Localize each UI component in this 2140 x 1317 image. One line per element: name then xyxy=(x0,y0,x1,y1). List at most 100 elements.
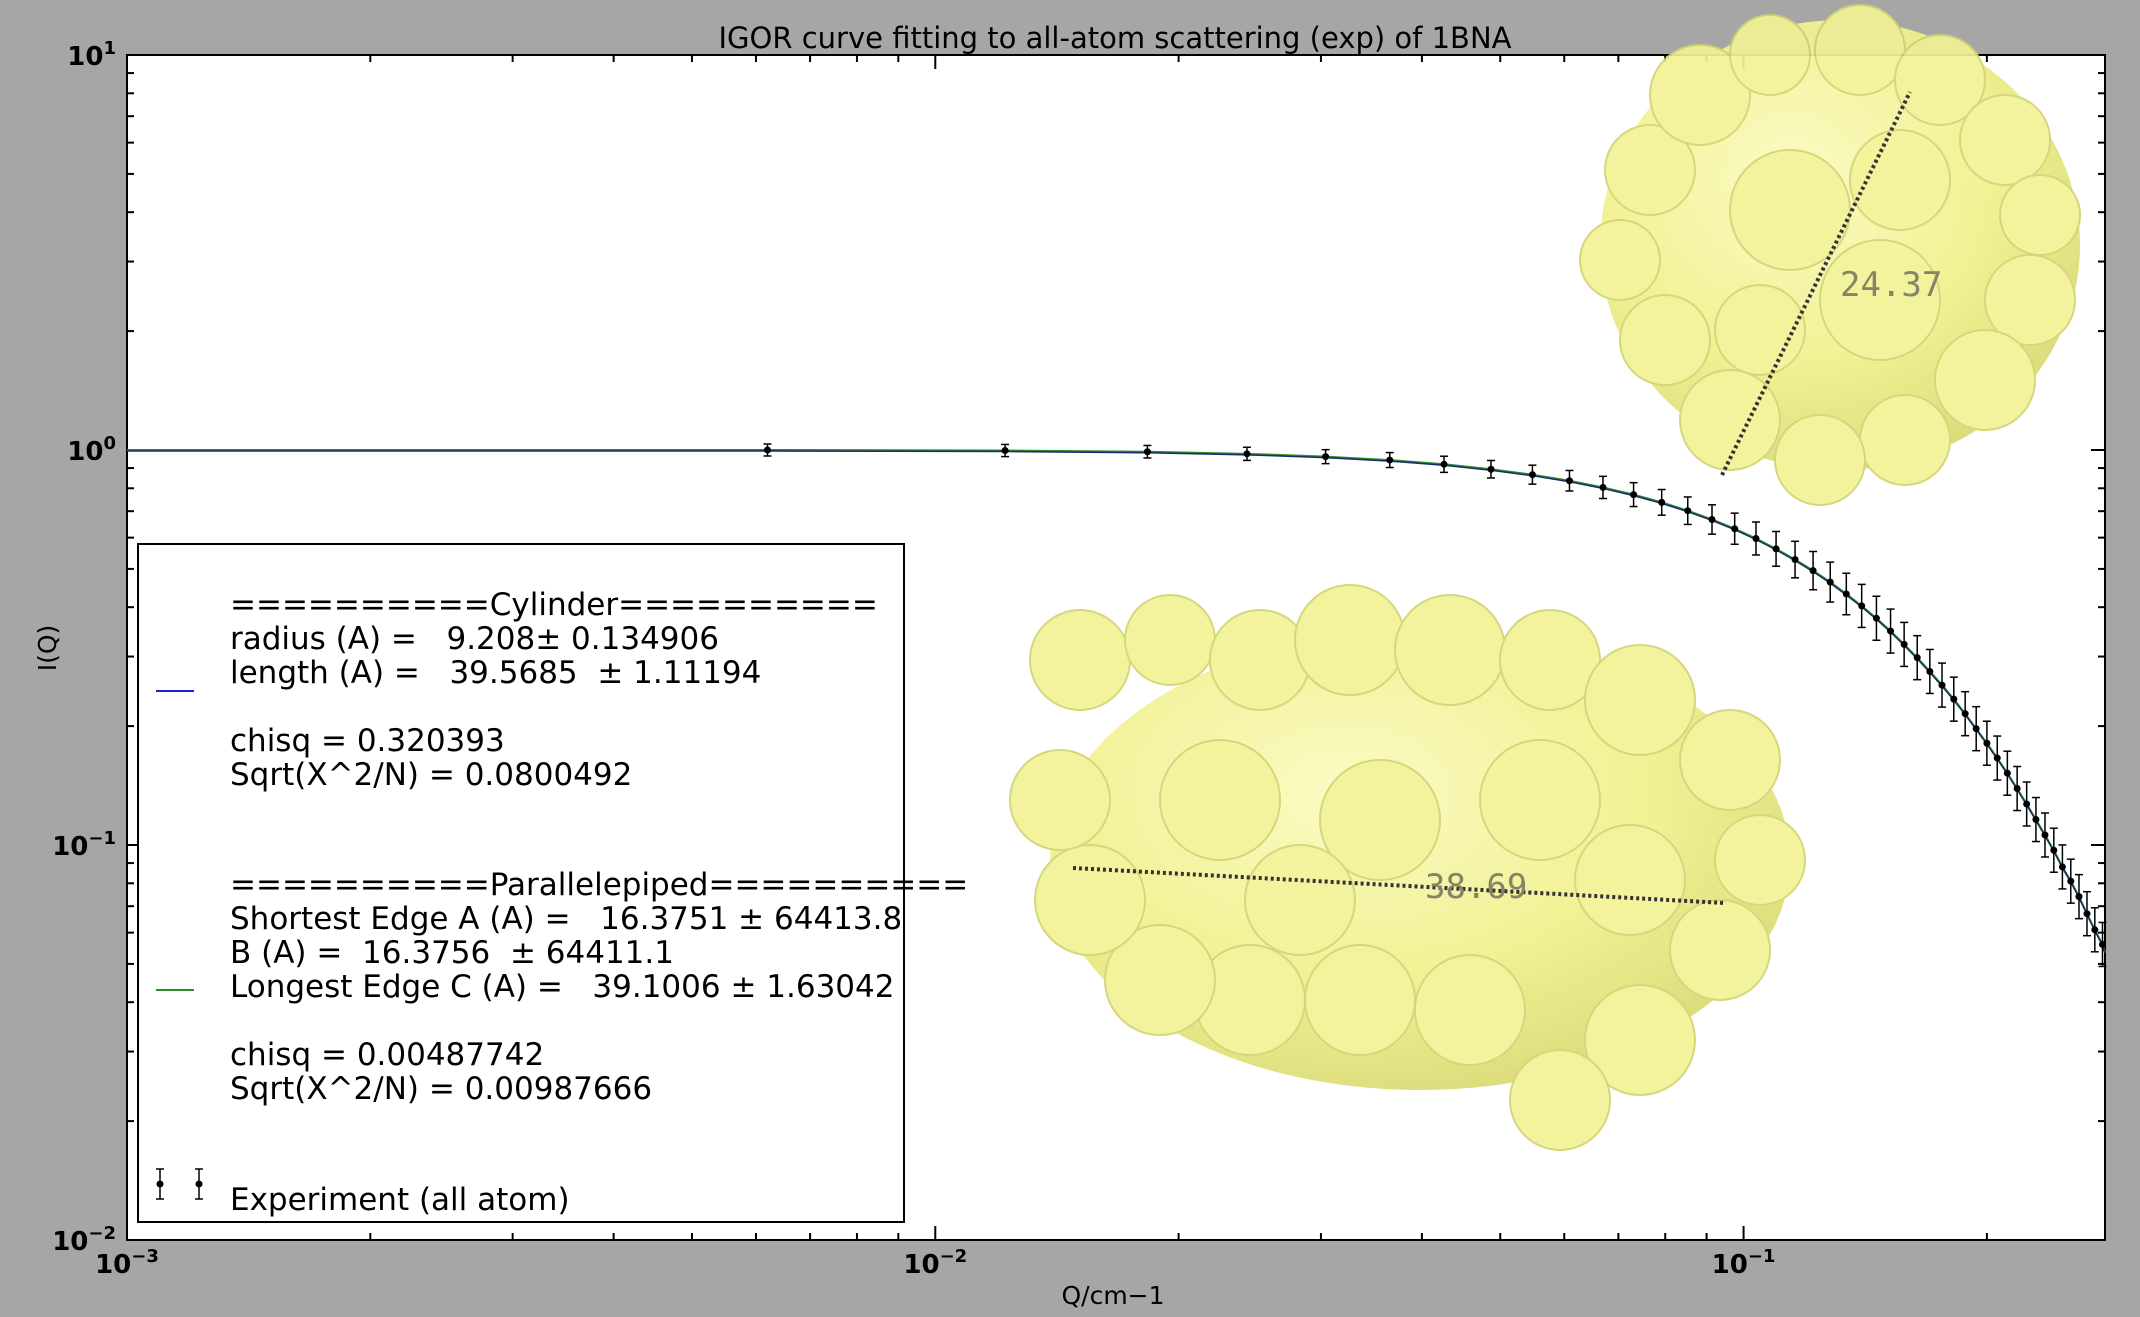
data-point xyxy=(1708,504,1717,535)
data-point xyxy=(1872,595,1881,642)
x-tick-label: 10−1 xyxy=(1712,1246,1776,1280)
marker xyxy=(2067,877,2075,885)
y-tick-label: 10−2 xyxy=(52,1223,116,1257)
marker xyxy=(2013,785,2021,793)
data-point xyxy=(1751,521,1760,556)
marker xyxy=(1752,534,1760,542)
marker xyxy=(1440,460,1448,468)
marker xyxy=(1938,681,1946,689)
marker xyxy=(1900,640,1908,648)
y-axis-label: I(Q) xyxy=(33,625,62,672)
data-point xyxy=(1913,634,1922,681)
x-tick-label: 10−2 xyxy=(903,1246,967,1280)
marker xyxy=(1599,483,1607,491)
data-point xyxy=(763,443,772,457)
data-point xyxy=(1730,512,1739,546)
marker xyxy=(1858,602,1866,610)
data-point xyxy=(1826,561,1835,603)
data-point xyxy=(1001,443,1010,458)
marker xyxy=(1243,450,1251,458)
marker xyxy=(1684,507,1692,515)
data-point xyxy=(1809,550,1818,591)
data-point xyxy=(1657,488,1666,516)
data-point xyxy=(2003,750,2012,796)
data-point xyxy=(1565,469,1574,492)
marker xyxy=(2023,800,2031,808)
data-point xyxy=(1683,496,1692,526)
chart-title: IGOR curve fitting to all-atom scatterin… xyxy=(719,21,1512,55)
marker xyxy=(763,446,771,454)
y-tick-label: 100 xyxy=(67,433,116,467)
data-point xyxy=(1772,530,1781,567)
legend-cylinder-line xyxy=(156,690,194,692)
marker xyxy=(1913,654,1921,662)
data-point xyxy=(2074,873,2083,920)
data-point xyxy=(2082,890,2091,937)
data-point xyxy=(1857,583,1866,629)
legend-parallelepiped-b: B (A) = 16.3756 ± 64411.1 xyxy=(230,935,674,971)
marker xyxy=(1809,567,1817,575)
y-tick-label: 10−1 xyxy=(52,828,116,862)
marker xyxy=(1983,739,1991,747)
data-point xyxy=(1242,446,1251,462)
data-point xyxy=(1886,608,1895,654)
data-point xyxy=(2058,844,2067,890)
legend-experiment-label: Experiment (all atom) xyxy=(230,1182,570,1218)
data-point xyxy=(1842,572,1851,616)
data-point xyxy=(1598,475,1607,500)
legend-cylinder-sqrt: Sqrt(X^2/N) = 0.0800492 xyxy=(230,757,633,793)
data-point xyxy=(2013,765,2022,812)
data-point xyxy=(2090,907,2099,953)
marker xyxy=(1386,456,1394,464)
marker xyxy=(1658,498,1666,506)
legend-parallelepiped-header: ==========Parallelepiped========== xyxy=(230,867,969,903)
data-point xyxy=(1938,662,1947,708)
data-point xyxy=(1900,621,1909,668)
marker xyxy=(1887,627,1895,635)
data-point xyxy=(1385,451,1394,469)
marker xyxy=(2091,926,2099,934)
marker xyxy=(1842,590,1850,598)
legend-parallelepiped-chisq: chisq = 0.00487742 xyxy=(230,1037,545,1073)
marker xyxy=(1826,578,1834,586)
marker xyxy=(2003,769,2011,777)
legend-cylinder-chisq: chisq = 0.320393 xyxy=(230,723,505,759)
legend: ==========Cylinder========== radius (A) … xyxy=(137,543,968,1223)
data-point xyxy=(1791,540,1800,579)
molecule-image-bottom: 38.69 xyxy=(1009,584,1806,1151)
data-point xyxy=(1925,648,1934,695)
marker xyxy=(1565,477,1573,485)
data-point xyxy=(2040,812,2049,858)
marker xyxy=(1528,471,1536,479)
legend-parallelepiped-line xyxy=(156,989,194,991)
axis-ticks xyxy=(126,54,2105,1241)
marker xyxy=(1872,614,1880,622)
data-point xyxy=(1440,455,1449,474)
marker xyxy=(1630,491,1638,499)
marker xyxy=(1926,667,1934,675)
data-point xyxy=(2098,921,2107,968)
marker xyxy=(1972,725,1980,733)
marker xyxy=(1791,556,1799,564)
marker xyxy=(2058,863,2066,871)
data-point xyxy=(2022,781,2031,827)
marker xyxy=(1001,447,1009,455)
marker xyxy=(1487,465,1495,473)
legend-parallelepiped-a: Shortest Edge A (A) = 16.3751 ± 64413.8 xyxy=(230,901,903,937)
marker xyxy=(1950,695,1958,703)
data-point xyxy=(1528,464,1537,485)
data-points xyxy=(763,443,2107,968)
legend-cylinder-length: length (A) = 39.5685 ± 1.11194 xyxy=(230,655,762,691)
x-axis-label: Q/cm−1 xyxy=(1061,1281,1164,1310)
data-point xyxy=(1949,676,1958,722)
legend-parallelepiped-sqrt: Sqrt(X^2/N) = 0.00987666 xyxy=(230,1071,653,1107)
annotation-24-37: 24.37 xyxy=(1840,265,1942,305)
annotation-38-69: 38.69 xyxy=(1425,867,1527,907)
data-point xyxy=(2031,796,2040,843)
legend-cylinder-radius: radius (A) = 9.208± 0.134906 xyxy=(230,621,719,657)
marker xyxy=(2083,910,2091,918)
cylinder-fit-line xyxy=(127,450,2106,954)
molecule-image-top: 24.37 xyxy=(1579,4,2081,506)
marker xyxy=(1708,515,1716,523)
